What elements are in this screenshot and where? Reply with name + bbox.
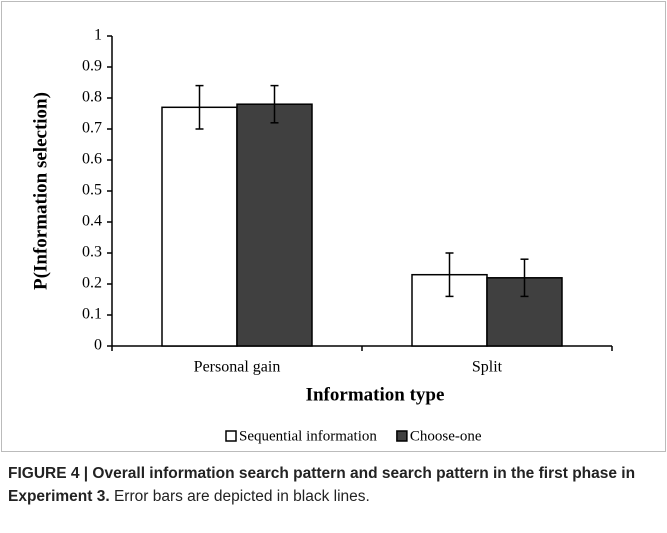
error-bar bbox=[270, 84, 279, 124]
y-tick-label: 0.4 bbox=[82, 213, 102, 230]
y-tick-label: 1 bbox=[94, 27, 102, 44]
caption-text: Error bars are depicted in black lines. bbox=[113, 488, 370, 505]
caption: FIGURE 4 | Overall information search pa… bbox=[8, 462, 658, 508]
y-tick-label: 0.7 bbox=[82, 120, 102, 137]
legend-label: Sequential information bbox=[239, 428, 377, 444]
y-tick-label: 0.2 bbox=[82, 275, 102, 292]
chart: P(Information selection) Information typ… bbox=[1, 1, 666, 452]
error-bar bbox=[520, 258, 529, 298]
bar bbox=[236, 103, 313, 347]
error-bar bbox=[195, 84, 204, 130]
y-axis-title: P(Information selection) bbox=[30, 92, 51, 290]
error-bar bbox=[445, 252, 454, 298]
x-tick-label: Personal gain bbox=[194, 359, 281, 376]
y-tick-label: 0.9 bbox=[82, 58, 102, 75]
y-tick-label: 0 bbox=[94, 337, 102, 354]
bar bbox=[161, 106, 238, 347]
y-tick-label: 0.3 bbox=[82, 244, 102, 261]
y-tick-label: 0.5 bbox=[82, 182, 102, 199]
y-tick-label: 0.6 bbox=[82, 151, 102, 168]
x-axis-title: Information type bbox=[306, 384, 445, 405]
x-tick-label: Split bbox=[472, 359, 503, 376]
y-tick-label: 0.1 bbox=[82, 306, 102, 323]
legend-label: Choose-one bbox=[410, 428, 482, 444]
chart-frame bbox=[1, 1, 666, 452]
caption-label: FIGURE 4 | Overall information search pa… bbox=[8, 465, 636, 505]
y-tick-label: 0.8 bbox=[82, 89, 102, 106]
legend-swatch bbox=[396, 430, 408, 442]
legend-swatch bbox=[225, 430, 237, 442]
